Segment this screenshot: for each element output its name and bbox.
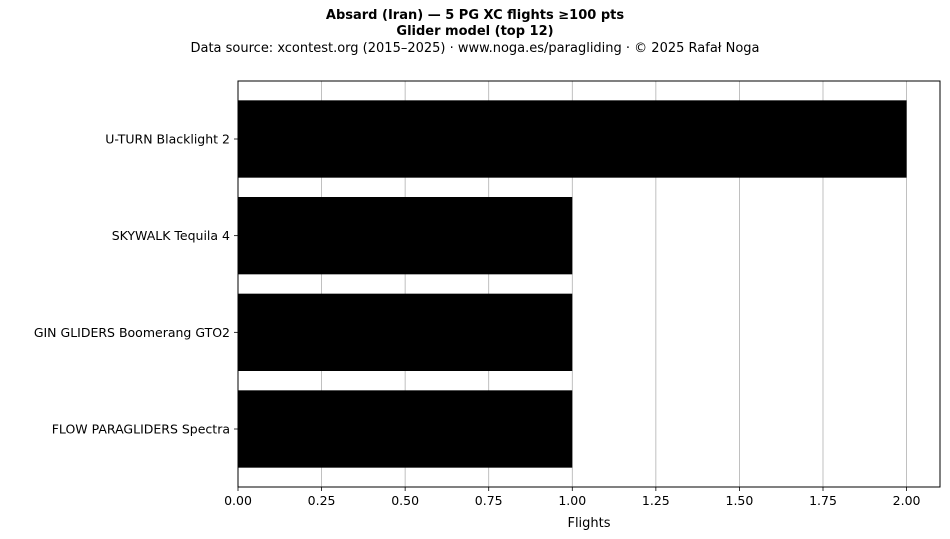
bar: [238, 197, 573, 275]
x-tick-label: 2.00: [893, 493, 921, 508]
chart-source: Data source: xcontest.org (2015–2025) · …: [190, 41, 760, 56]
y-tick-label: U-TURN Blacklight 2: [105, 132, 230, 147]
y-tick-label: SKYWALK Tequila 4: [112, 228, 230, 243]
x-tick-label: 0.50: [391, 493, 419, 508]
x-tick-label: 1.50: [726, 493, 754, 508]
x-tick-label: 0.00: [224, 493, 252, 508]
bar: [238, 100, 907, 178]
y-tick-label: GIN GLIDERS Boomerang GTO2: [34, 325, 230, 340]
bar: [238, 390, 573, 468]
x-tick-label: 0.75: [475, 493, 503, 508]
x-tick-label: 1.75: [809, 493, 837, 508]
bars: [238, 100, 907, 468]
x-tick-label: 1.00: [558, 493, 586, 508]
x-axis-label: Flights: [567, 516, 610, 531]
x-axis-ticks: 0.00 0.25 0.50 0.75 1.00 1.25 1.50 1.75 2.00: [224, 487, 921, 508]
chart-subtitle: Glider model (top 12): [396, 24, 554, 39]
x-tick-label: 1.25: [642, 493, 670, 508]
y-tick-label: FLOW PARAGLIDERS Spectra: [52, 422, 230, 437]
x-tick-label: 0.25: [308, 493, 336, 508]
bar: [238, 293, 573, 371]
plot-frame: [237, 80, 941, 488]
y-axis-ticks: U-TURN Blacklight 2 SKYWALK Tequila 4 GIN …: [34, 132, 238, 437]
chart-title: Absard (Iran) — 5 PG XC flights ≥100 pts: [325, 8, 625, 23]
chart-title-block: Absard (Iran) — 5 PG XC flights ≥100 pts…: [0, 8, 950, 58]
